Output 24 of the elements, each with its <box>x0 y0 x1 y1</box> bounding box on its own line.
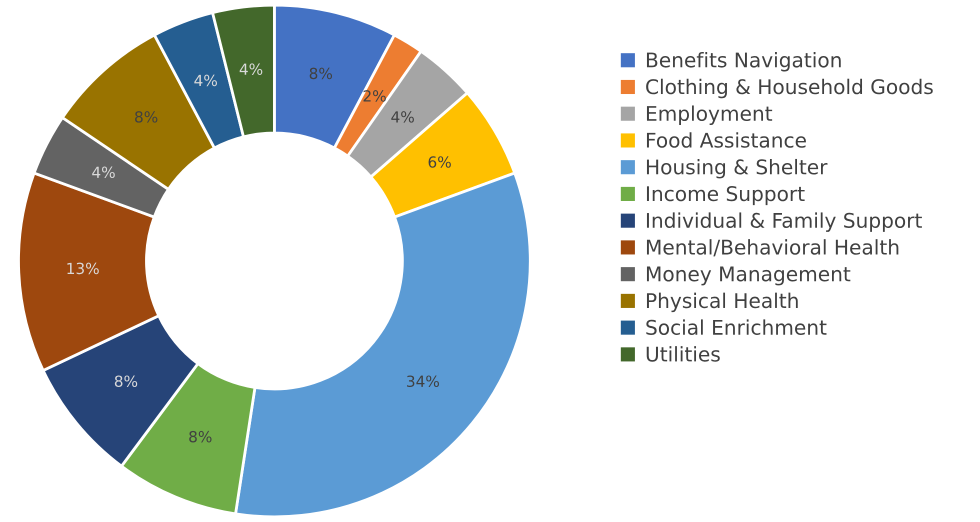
data-label: 4% <box>92 166 115 178</box>
legend-label: Housing & Shelter <box>646 158 828 178</box>
data-label: 4% <box>194 74 217 86</box>
data-label: 6% <box>428 156 451 168</box>
legend-label: Money Management <box>646 266 850 286</box>
legend-label: Mental/Behavioral Health <box>646 239 898 256</box>
legend-label: Utilities <box>646 346 720 362</box>
data-label: 8% <box>189 430 212 442</box>
legend-label: Benefits Navigation <box>646 52 841 72</box>
data-label: 4% <box>391 111 414 123</box>
legend-label: Social Enrichment <box>646 319 826 335</box>
legend-label: Income Support <box>646 186 805 206</box>
legend-label: Clothing & Household Goods <box>646 78 933 98</box>
legend-label: Individual & Family Support <box>646 212 922 232</box>
data-label: 34% <box>407 375 439 388</box>
data-label: 8% <box>310 68 332 80</box>
legend-label: Employment <box>646 105 772 125</box>
data-label: 2% <box>364 90 386 102</box>
data-label: 8% <box>135 111 158 123</box>
data-label: 4% <box>240 63 262 75</box>
data-label: 8% <box>114 375 138 388</box>
data-label: 13% <box>67 262 99 274</box>
legend-label: Food Assistance <box>646 132 806 148</box>
legend-label: Physical Health <box>646 292 798 312</box>
